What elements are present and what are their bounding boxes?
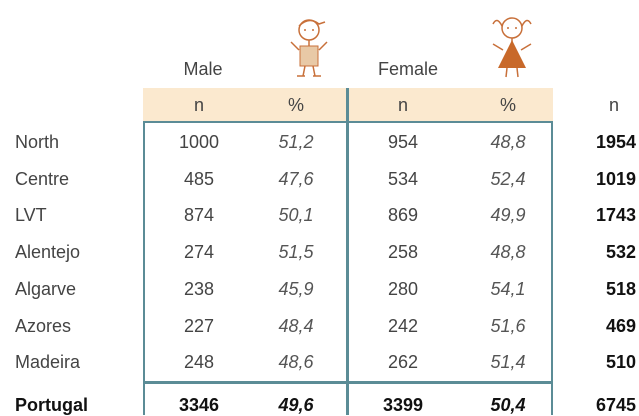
girl-icon <box>492 17 532 78</box>
count-cell: 874 <box>183 205 215 226</box>
percent-cell: 54,1 <box>490 278 526 299</box>
percent-cell: 50,1 <box>278 205 314 226</box>
table-left-border <box>143 121 145 415</box>
total-cell: 1743 <box>595 205 636 226</box>
group-divider <box>346 88 349 415</box>
total-cell: 532 <box>605 242 636 263</box>
percent-cell: 49,9 <box>490 205 526 226</box>
column-header: n <box>608 95 620 115</box>
count-cell: 258 <box>387 242 419 263</box>
row-label: Azores <box>15 315 72 336</box>
percent-cell: 49,6 <box>278 395 314 415</box>
row-label: LVT <box>15 205 47 226</box>
row-label: Algarve <box>15 278 77 299</box>
group-label: Male <box>183 59 223 79</box>
count-cell: 954 <box>387 132 419 152</box>
column-header: % <box>499 95 517 115</box>
boy-icon <box>290 19 328 77</box>
row-label: Alentejo <box>15 242 81 263</box>
column-header: % <box>287 95 305 115</box>
total-cell: 469 <box>605 315 636 336</box>
column-header: n <box>397 95 409 115</box>
count-cell: 262 <box>387 352 419 373</box>
count-cell: 238 <box>183 278 215 299</box>
row-label: North <box>15 132 60 152</box>
percent-cell: 48,4 <box>278 315 314 336</box>
percent-cell: 51,2 <box>278 132 314 152</box>
total-cell: 518 <box>605 278 636 299</box>
row-label: Centre <box>15 168 70 189</box>
count-cell: 3346 <box>178 395 220 415</box>
total-cell: 6745 <box>595 395 636 415</box>
percent-cell: 47,6 <box>278 168 314 189</box>
percent-cell: 45,9 <box>278 278 314 299</box>
count-cell: 227 <box>183 315 215 336</box>
count-cell: 248 <box>183 352 215 373</box>
total-separator <box>143 381 553 384</box>
percent-cell: 48,8 <box>490 132 526 152</box>
percent-cell: 52,4 <box>490 168 526 189</box>
total-cell: 510 <box>605 352 636 373</box>
count-cell: 274 <box>183 242 215 263</box>
row-label: Portugal <box>15 395 89 415</box>
column-header: n <box>193 95 205 115</box>
row-label: Madeira <box>15 352 81 373</box>
percent-cell: 50,4 <box>490 395 526 415</box>
count-cell: 280 <box>387 278 419 299</box>
percent-cell: 51,5 <box>278 242 314 263</box>
total-cell: 1019 <box>595 168 636 189</box>
count-cell: 485 <box>183 168 215 189</box>
total-cell: 1954 <box>595 132 636 152</box>
group-label: Female <box>377 59 439 79</box>
percent-cell: 48,6 <box>278 352 314 373</box>
count-cell: 3399 <box>382 395 424 415</box>
percent-cell: 51,4 <box>490 352 526 373</box>
count-cell: 1000 <box>178 132 220 152</box>
count-cell: 869 <box>387 205 419 226</box>
table-right-border <box>551 121 553 415</box>
count-cell: 534 <box>387 168 419 189</box>
count-cell: 242 <box>387 315 419 336</box>
percent-cell: 51,6 <box>490 315 526 336</box>
percent-cell: 48,8 <box>490 242 526 263</box>
